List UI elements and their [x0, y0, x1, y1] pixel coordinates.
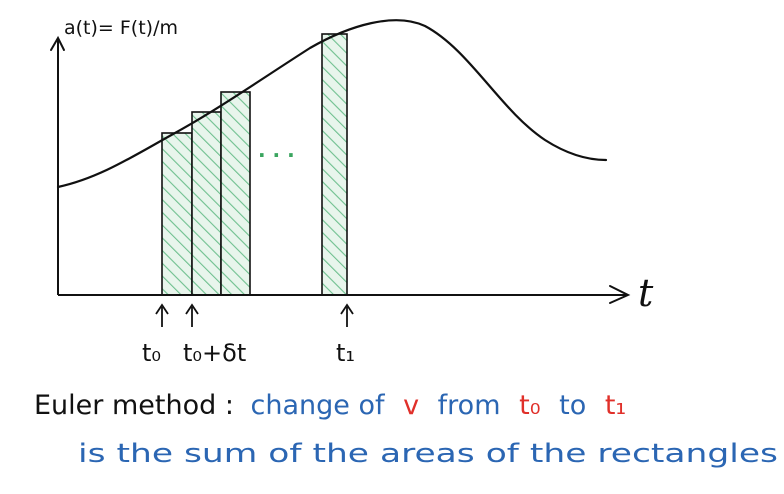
tick-arrow-t1-icon — [340, 303, 354, 327]
tick-arrows — [155, 303, 354, 327]
x-axis-label: t — [638, 271, 654, 315]
tick-label-t1: t₁ — [336, 339, 355, 367]
rectangle-last — [321, 33, 348, 296]
x-axis-arrow-icon — [609, 285, 631, 304]
rectangle-2 — [191, 111, 222, 296]
caption-euler-method: Euler method : — [34, 390, 234, 421]
ellipsis: · · · — [258, 143, 295, 167]
caption-to: to — [559, 390, 586, 421]
y-axis-arrow-icon — [50, 35, 65, 51]
caption-change-of: change of — [251, 390, 386, 421]
rectangles — [161, 33, 348, 296]
rectangle-1 — [161, 132, 193, 296]
caption-line-2: is the sum of the areas of the rectangle… — [78, 439, 778, 469]
acceleration-curve — [56, 19, 608, 189]
tick-label-t0: t₀ — [142, 339, 161, 367]
tick-arrow-t0-icon — [155, 303, 169, 327]
caption-t0: t₀ — [519, 390, 540, 421]
caption-variable-v: v — [403, 390, 419, 421]
axes — [50, 35, 631, 304]
caption-from: from — [438, 390, 501, 421]
tick-label-t0-plus-dt: t₀+δt — [183, 339, 246, 367]
tick-arrow-t0-dt-icon — [185, 303, 199, 327]
caption-t1: t₁ — [605, 390, 626, 421]
rectangle-3 — [220, 91, 251, 296]
y-axis-label: a(t)= F(t)/m — [64, 17, 178, 39]
caption-line-1: Euler method : change of v from t₀ to t₁ — [34, 390, 626, 421]
